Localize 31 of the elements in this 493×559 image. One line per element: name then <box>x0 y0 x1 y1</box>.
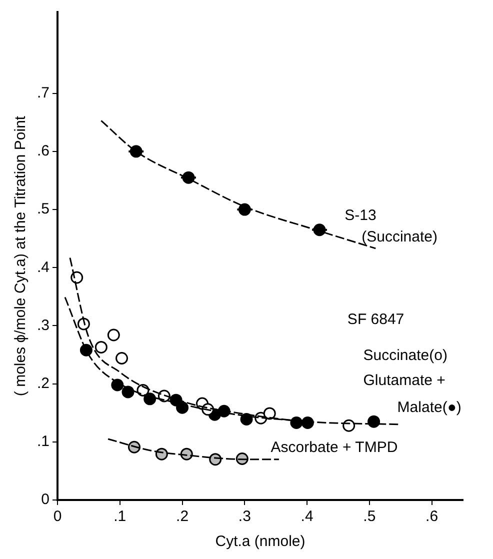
annotation: Malate(●) <box>397 398 462 416</box>
point <box>116 352 128 364</box>
x-tick-label: .3 <box>238 508 251 526</box>
annotation: (Succinate) <box>362 228 438 246</box>
x-tick-label: .5 <box>363 508 376 526</box>
x-axis-title: Cyt.a (nmole) <box>215 533 306 550</box>
y-axis-title: ( moles ϕ/mole Cyt.a) at the Titration Point <box>12 115 30 396</box>
y-tick-label: .1 <box>36 433 50 450</box>
x-tick-label: .2 <box>176 508 189 526</box>
x-tick-label: .4 <box>300 508 314 526</box>
y-tick-label: .4 <box>36 258 50 276</box>
point <box>94 340 108 354</box>
annotation: Glutamate + <box>363 372 446 390</box>
point <box>122 386 134 398</box>
x-tick-label: 0 <box>53 508 62 526</box>
annotation: Ascorbate + TMPD <box>270 438 398 456</box>
point <box>107 328 120 342</box>
y-tick-label: .3 <box>36 316 50 334</box>
annotation: Succinate(o) <box>363 347 448 364</box>
point <box>80 344 92 356</box>
y-tick-label: 0 <box>41 491 50 508</box>
y-tick-label: .7 <box>36 84 50 102</box>
annotation: SF 6847 <box>347 311 404 328</box>
y-tick-label: .5 <box>36 200 50 218</box>
x-tick-label: .1 <box>114 508 126 526</box>
x-tick-label: .6 <box>426 508 438 526</box>
point <box>111 378 124 392</box>
point <box>368 415 380 428</box>
y-tick-label: .6 <box>36 142 50 160</box>
y-tick-label: .2 <box>36 374 50 392</box>
annotation: S-13 <box>344 207 376 224</box>
